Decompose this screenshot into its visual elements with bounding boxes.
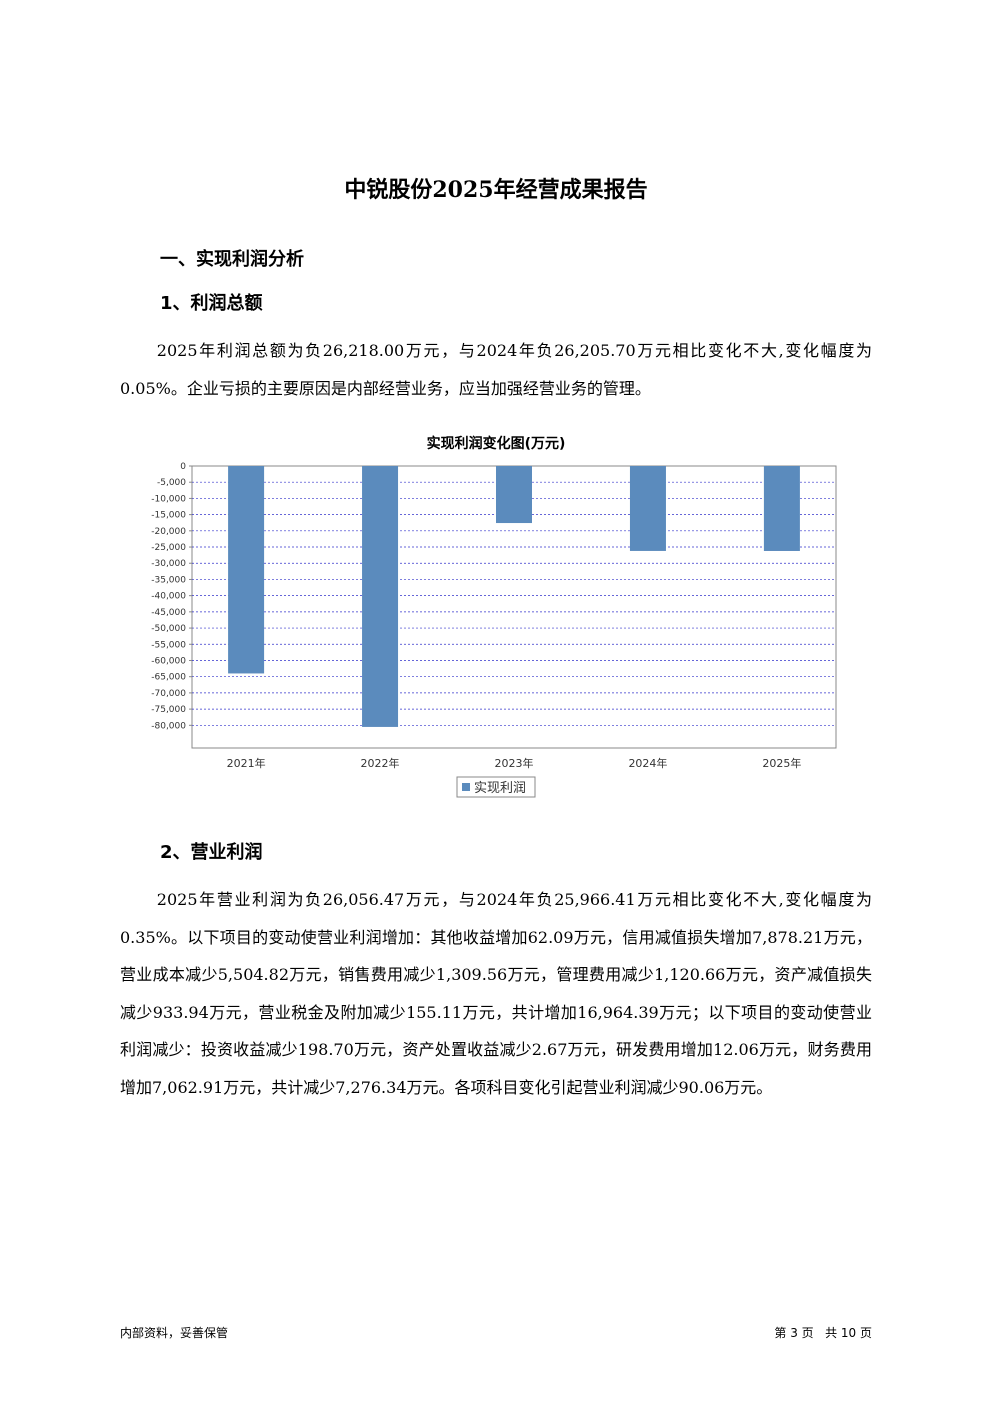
y-tick-label: -15,000	[151, 511, 186, 521]
legend-box	[456, 776, 536, 798]
x-tick-label: 2022年	[361, 756, 400, 770]
bar	[496, 466, 532, 524]
x-tick-label: 2025年	[762, 756, 801, 770]
y-tick-label: -5,000	[157, 478, 186, 488]
y-tick-label: -40,000	[151, 592, 186, 602]
y-tick-label: -65,000	[151, 673, 186, 683]
paragraph: 2025年营业利润为负26,056.47万元，与2024年负25,966.41万…	[120, 890, 872, 1097]
section-heading: 一、实现利润分析	[160, 249, 304, 270]
y-tick-label: -35,000	[151, 575, 186, 585]
bar	[362, 466, 399, 727]
y-tick-label: -45,000	[151, 608, 186, 618]
legend-label: 实现利润	[474, 781, 526, 796]
bar	[228, 466, 265, 674]
bar	[629, 466, 666, 551]
legend-swatch	[462, 783, 470, 791]
footer-left: 内部资料，妥善保管	[120, 1326, 229, 1340]
y-tick-label: -55,000	[151, 640, 186, 650]
y-tick-label: -60,000	[151, 656, 186, 666]
footer-right: 第 3 页 共 10 页	[774, 1326, 872, 1340]
y-tick-label: -20,000	[151, 527, 186, 537]
x-tick-label: 2021年	[227, 756, 266, 770]
y-tick-label: -30,000	[151, 559, 186, 569]
subsection-heading: 1、利润总额	[160, 293, 263, 314]
x-tick-label: 2024年	[628, 756, 667, 770]
y-tick-label: -75,000	[151, 705, 186, 715]
chart: 实现利润变化图(万元) 0 -5,000 -10,000 -15,000 -20,000 -…	[151, 435, 837, 798]
y-tick-label: 0	[180, 462, 186, 472]
subsection-heading: 2、营业利润	[160, 842, 263, 863]
chart-title: 实现利润变化图(万元)	[427, 435, 566, 452]
bar	[763, 466, 800, 551]
doc-title: 中锐股份2025年经营成果报告	[344, 177, 648, 203]
y-tick-label: -70,000	[151, 689, 186, 699]
paragraph: 2025年利润总额为负26,218.00万元，与2024年负26,205.70万…	[120, 341, 872, 398]
y-tick-label: -80,000	[151, 721, 186, 731]
x-tick-label: 2023年	[495, 756, 534, 770]
y-tick-label: -10,000	[151, 494, 186, 504]
y-tick-label: -25,000	[151, 543, 186, 553]
y-tick-label: -50,000	[151, 624, 186, 634]
